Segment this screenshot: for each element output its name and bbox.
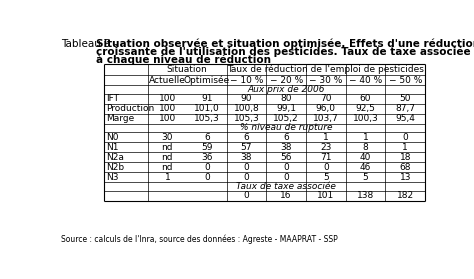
Text: 95,4: 95,4 xyxy=(395,114,415,123)
Text: Taux de taxe associée: Taux de taxe associée xyxy=(237,182,336,191)
Text: 0: 0 xyxy=(244,191,249,200)
Text: croissante de l'utilisation des pesticides. Taux de taxe associée: croissante de l'utilisation des pesticid… xyxy=(96,47,470,57)
Text: N2a: N2a xyxy=(106,153,124,162)
Text: à chaque niveau de réduction: à chaque niveau de réduction xyxy=(96,54,271,65)
Text: − 20 %: − 20 % xyxy=(270,76,303,85)
Text: 57: 57 xyxy=(241,143,252,151)
Text: Situation observée et situation optimisée. Effets d'une réduction: Situation observée et situation optimisé… xyxy=(96,39,474,49)
Text: 138: 138 xyxy=(357,191,374,200)
Text: 38: 38 xyxy=(241,153,252,162)
Text: − 10 %: − 10 % xyxy=(230,76,263,85)
Text: 96,0: 96,0 xyxy=(316,104,336,113)
Text: 16: 16 xyxy=(281,191,292,200)
Text: Taux de réduction de l'emploi de pesticides: Taux de réduction de l'emploi de pestici… xyxy=(228,64,424,74)
Text: N1: N1 xyxy=(106,143,118,151)
Text: 30: 30 xyxy=(162,133,173,141)
Text: 103,7: 103,7 xyxy=(313,114,339,123)
Text: 1: 1 xyxy=(323,133,329,141)
Text: Actuelle: Actuelle xyxy=(149,76,186,85)
Text: 0: 0 xyxy=(204,173,210,182)
Text: 23: 23 xyxy=(320,143,331,151)
Text: Optimisée: Optimisée xyxy=(184,75,230,85)
Text: 100: 100 xyxy=(159,94,176,103)
Text: 60: 60 xyxy=(360,94,371,103)
Text: 13: 13 xyxy=(400,173,411,182)
Text: 0: 0 xyxy=(323,163,329,172)
Text: Tableau 9 -: Tableau 9 - xyxy=(61,39,121,49)
Text: 101: 101 xyxy=(317,191,335,200)
Text: 70: 70 xyxy=(320,94,332,103)
Text: 99,1: 99,1 xyxy=(276,104,296,113)
Text: 36: 36 xyxy=(201,153,213,162)
Text: 101,0: 101,0 xyxy=(194,104,220,113)
Text: Aux prix de 2006: Aux prix de 2006 xyxy=(247,85,325,94)
Text: 0: 0 xyxy=(283,173,289,182)
Text: 40: 40 xyxy=(360,153,371,162)
Text: 100: 100 xyxy=(159,104,176,113)
Text: − 30 %: − 30 % xyxy=(309,76,343,85)
Text: 92,5: 92,5 xyxy=(356,104,375,113)
Text: 100,3: 100,3 xyxy=(353,114,378,123)
Text: 1: 1 xyxy=(402,143,408,151)
Text: 46: 46 xyxy=(360,163,371,172)
Text: 5: 5 xyxy=(363,173,368,182)
Text: nd: nd xyxy=(162,163,173,172)
Text: Source : calculs de l'Inra, source des données : Agreste - MAAPRAT - SSP: Source : calculs de l'Inra, source des d… xyxy=(61,234,337,244)
Text: Production: Production xyxy=(106,104,154,113)
Text: 100,8: 100,8 xyxy=(234,104,259,113)
Text: 1: 1 xyxy=(164,173,170,182)
Text: 105,3: 105,3 xyxy=(194,114,220,123)
Text: 1: 1 xyxy=(363,133,368,141)
Text: nd: nd xyxy=(162,143,173,151)
Text: 8: 8 xyxy=(363,143,368,151)
Text: 0: 0 xyxy=(244,163,249,172)
Text: 6: 6 xyxy=(244,133,249,141)
Text: 18: 18 xyxy=(400,153,411,162)
Text: 6: 6 xyxy=(283,133,289,141)
Text: 91: 91 xyxy=(201,94,213,103)
Text: 0: 0 xyxy=(402,133,408,141)
Text: 50: 50 xyxy=(400,94,411,103)
Text: 80: 80 xyxy=(281,94,292,103)
Text: 90: 90 xyxy=(241,94,252,103)
Text: Situation: Situation xyxy=(167,65,208,74)
Text: 68: 68 xyxy=(400,163,411,172)
Text: 0: 0 xyxy=(204,163,210,172)
Text: N2b: N2b xyxy=(106,163,124,172)
Text: 0: 0 xyxy=(244,173,249,182)
Text: 105,2: 105,2 xyxy=(273,114,299,123)
Text: − 40 %: − 40 % xyxy=(349,76,382,85)
Text: 38: 38 xyxy=(281,143,292,151)
Text: − 50 %: − 50 % xyxy=(389,76,422,85)
Text: % niveau de rupture: % niveau de rupture xyxy=(240,123,333,132)
Text: N0: N0 xyxy=(106,133,118,141)
Text: 5: 5 xyxy=(323,173,329,182)
Text: 59: 59 xyxy=(201,143,213,151)
Text: 105,3: 105,3 xyxy=(234,114,259,123)
Text: N3: N3 xyxy=(106,173,118,182)
Text: 100: 100 xyxy=(159,114,176,123)
Text: 56: 56 xyxy=(281,153,292,162)
Text: 182: 182 xyxy=(397,191,414,200)
Text: IFT: IFT xyxy=(106,94,119,103)
Text: 87,7: 87,7 xyxy=(395,104,415,113)
Text: 6: 6 xyxy=(204,133,210,141)
Text: 71: 71 xyxy=(320,153,332,162)
Text: Marge: Marge xyxy=(106,114,134,123)
Text: 0: 0 xyxy=(283,163,289,172)
Text: nd: nd xyxy=(162,153,173,162)
